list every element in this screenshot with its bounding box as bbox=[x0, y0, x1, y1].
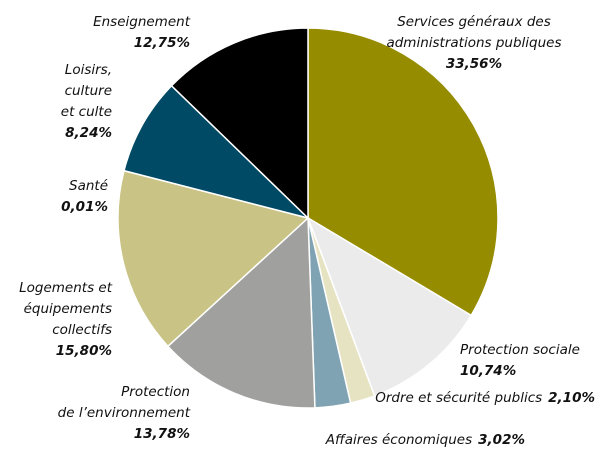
label-line: Enseignement bbox=[93, 14, 191, 30]
label-line: équipements bbox=[24, 301, 112, 317]
value-label: 12,75% bbox=[134, 35, 190, 51]
slice-label: Ordre et sécurité publics bbox=[375, 390, 542, 406]
label-line: Protection sociale bbox=[460, 342, 580, 358]
value-label: 2,10% bbox=[548, 390, 595, 406]
slice-label: Protection sociale bbox=[460, 342, 580, 358]
value-label: 13,78% bbox=[134, 426, 190, 442]
pie-slice bbox=[166, 216, 316, 409]
value-label: 3,02% bbox=[478, 432, 525, 448]
value-label: 0,01% bbox=[61, 199, 108, 215]
label-line: Santé bbox=[69, 178, 108, 194]
slice-label: Enseignement bbox=[93, 14, 191, 30]
label-line: culture bbox=[65, 83, 112, 99]
label-line: Affaires économiques bbox=[325, 432, 472, 448]
slice-label: Loisirs, culture et culte bbox=[61, 62, 112, 120]
value-label: 33,56% bbox=[446, 56, 502, 72]
label-line: et culte bbox=[61, 104, 112, 120]
pie-slice bbox=[170, 27, 309, 220]
label-line: administrations publiques bbox=[386, 35, 561, 51]
slice-label: Protection de l’environnement bbox=[58, 384, 191, 421]
slice-label: Santé bbox=[69, 178, 108, 194]
label-line: Loisirs, bbox=[65, 62, 112, 78]
value-label: 10,74% bbox=[460, 363, 516, 379]
slice-label: Logements et équipements collectifs bbox=[19, 280, 113, 338]
pie-slice bbox=[306, 216, 473, 397]
label-line: Logements et bbox=[19, 280, 113, 296]
pie-slice bbox=[123, 84, 311, 220]
label-line: collectifs bbox=[52, 322, 112, 338]
pie-slice bbox=[117, 169, 310, 348]
value-label: 8,24% bbox=[65, 125, 112, 141]
label-line: Protection bbox=[121, 384, 190, 400]
slice-label: Affaires économiques bbox=[325, 432, 472, 448]
value-label: 15,80% bbox=[56, 343, 112, 359]
label-line: Services généraux des bbox=[397, 14, 551, 30]
label-line: de l’environnement bbox=[58, 405, 191, 421]
slice-label: Services généraux des administrations pub… bbox=[386, 14, 561, 51]
pie-slice bbox=[307, 27, 499, 317]
label-line: Ordre et sécurité publics bbox=[375, 390, 542, 406]
